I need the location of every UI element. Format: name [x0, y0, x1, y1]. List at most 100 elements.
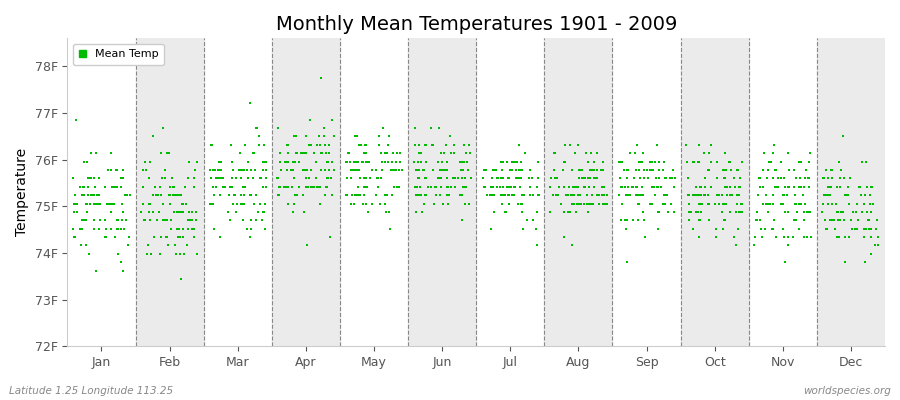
- Point: [111, 217, 125, 224]
- Point: [256, 209, 270, 215]
- Point: [160, 217, 175, 224]
- Point: [656, 167, 670, 173]
- Point: [190, 251, 204, 257]
- Point: [572, 192, 586, 198]
- Point: [698, 175, 713, 182]
- Point: [493, 184, 508, 190]
- Point: [189, 217, 203, 224]
- Point: [446, 150, 461, 156]
- Point: [84, 150, 98, 156]
- Point: [321, 150, 336, 156]
- Point: [572, 167, 586, 173]
- Point: [630, 192, 644, 198]
- Point: [84, 192, 98, 198]
- Point: [620, 259, 634, 266]
- Point: [712, 200, 726, 207]
- Point: [645, 184, 660, 190]
- Point: [663, 175, 678, 182]
- Point: [389, 158, 403, 165]
- Point: [596, 167, 610, 173]
- Point: [349, 167, 364, 173]
- Point: [732, 192, 746, 198]
- Point: [93, 200, 107, 207]
- Point: [724, 167, 738, 173]
- Point: [410, 192, 424, 198]
- Point: [115, 175, 130, 182]
- Point: [833, 217, 848, 224]
- Point: [859, 226, 873, 232]
- Point: [454, 158, 469, 165]
- Point: [623, 150, 637, 156]
- Point: [221, 192, 236, 198]
- Point: [247, 150, 261, 156]
- Point: [496, 184, 510, 190]
- Point: [769, 234, 783, 240]
- Point: [176, 226, 191, 232]
- Point: [495, 200, 509, 207]
- Point: [816, 200, 831, 207]
- Point: [776, 226, 790, 232]
- Point: [864, 226, 878, 232]
- Point: [174, 192, 188, 198]
- Point: [75, 217, 89, 224]
- Point: [633, 192, 647, 198]
- Point: [99, 234, 113, 240]
- Point: [180, 217, 194, 224]
- Point: [832, 184, 847, 190]
- Point: [857, 234, 871, 240]
- Point: [691, 234, 706, 240]
- Point: [723, 158, 737, 165]
- Point: [823, 184, 837, 190]
- Point: [254, 175, 268, 182]
- Point: [279, 184, 293, 190]
- Point: [822, 192, 836, 198]
- Point: [824, 167, 839, 173]
- Point: [176, 234, 190, 240]
- Point: [615, 200, 629, 207]
- Point: [628, 150, 643, 156]
- Point: [478, 167, 492, 173]
- Point: [81, 184, 95, 190]
- Point: [359, 150, 374, 156]
- Point: [787, 167, 801, 173]
- Point: [849, 209, 863, 215]
- Point: [146, 133, 160, 140]
- Point: [358, 175, 373, 182]
- Point: [701, 167, 716, 173]
- Point: [728, 209, 742, 215]
- Point: [496, 184, 510, 190]
- Point: [688, 209, 703, 215]
- Point: [857, 226, 871, 232]
- Point: [222, 184, 237, 190]
- Point: [304, 142, 319, 148]
- Point: [270, 192, 284, 198]
- Point: [531, 192, 545, 198]
- Point: [410, 184, 424, 190]
- Point: [763, 200, 778, 207]
- Point: [451, 175, 465, 182]
- Point: [834, 209, 849, 215]
- Point: [766, 200, 780, 207]
- Point: [374, 150, 388, 156]
- Point: [78, 217, 93, 224]
- Point: [239, 167, 254, 173]
- Point: [778, 209, 793, 215]
- Point: [187, 184, 202, 190]
- Point: [620, 175, 634, 182]
- Point: [442, 133, 456, 140]
- Point: [781, 184, 796, 190]
- Point: [572, 192, 587, 198]
- Point: [862, 226, 877, 232]
- Point: [67, 234, 81, 240]
- Point: [566, 184, 580, 190]
- Point: [777, 192, 791, 198]
- Point: [630, 184, 644, 190]
- Point: [313, 142, 328, 148]
- Point: [296, 192, 310, 198]
- Point: [823, 184, 837, 190]
- Point: [493, 158, 508, 165]
- Point: [824, 217, 839, 224]
- Point: [162, 200, 176, 207]
- Point: [804, 234, 818, 240]
- Point: [612, 192, 626, 198]
